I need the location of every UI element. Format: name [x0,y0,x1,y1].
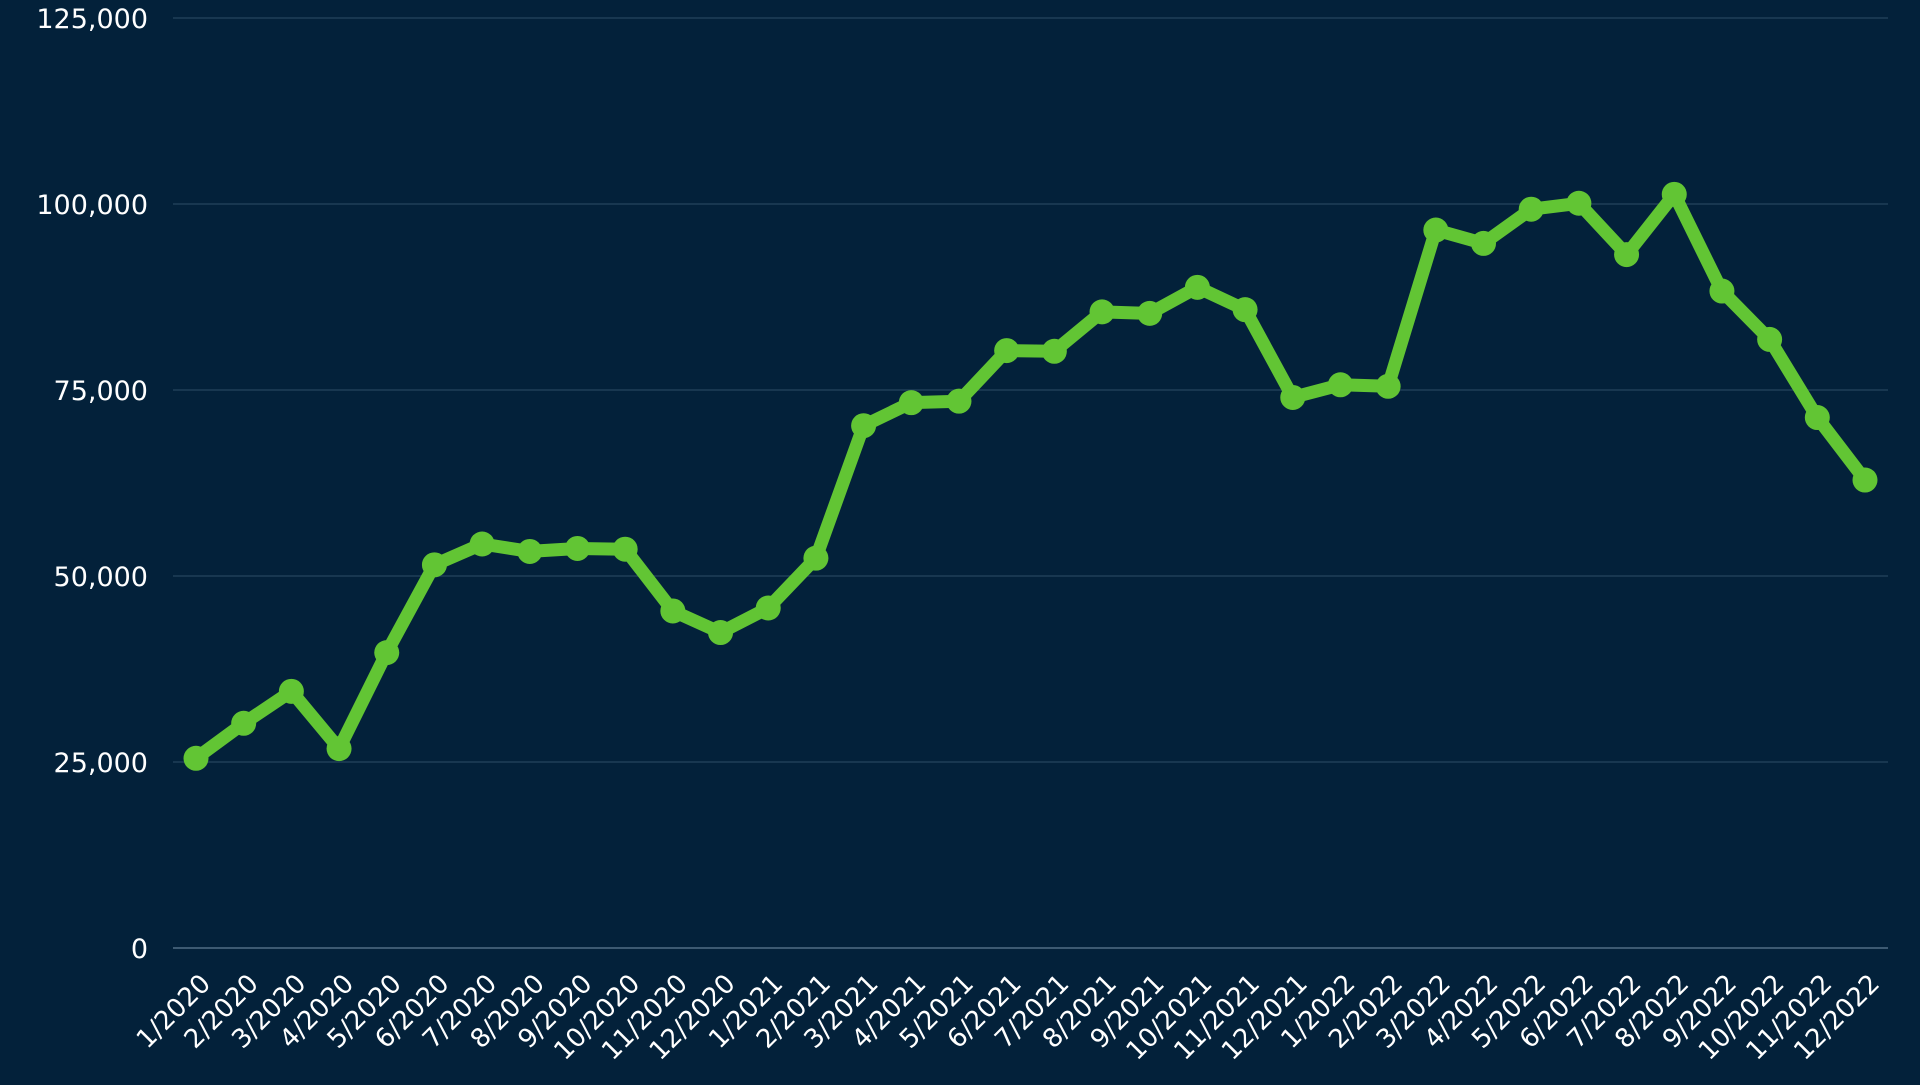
data-point [564,535,590,561]
data-point [612,536,638,562]
data-point [517,538,543,564]
data-point [278,678,304,704]
data-point [374,640,400,666]
data-point [898,390,924,416]
data-point [1661,181,1687,207]
data-point [1041,338,1067,364]
data-point [708,620,734,646]
data-point [994,338,1020,364]
y-tick-label: 0 [131,934,148,965]
data-point [183,745,209,771]
data-point [803,545,829,571]
data-point [1089,299,1115,325]
series-line-group [189,187,1872,765]
data-point [755,595,781,621]
data-point [469,531,495,557]
data-point [1709,278,1735,304]
data-point [1375,373,1401,399]
data-point [1423,217,1449,243]
y-tick-label: 25,000 [54,748,148,779]
grid-lines [173,17,1888,949]
data-point [1852,467,1878,493]
data-point [231,710,257,736]
x-axis-tick-labels: 1/20202/20203/20204/20205/20206/20207/20… [131,969,1886,1067]
data-point [1614,242,1640,268]
data-point [421,552,447,578]
data-point [1471,230,1497,256]
data-point [851,413,877,439]
data-point [1518,196,1544,222]
data-point [1232,297,1258,323]
data-points [183,181,1878,771]
data-point [1280,384,1306,410]
data-point [326,736,352,762]
y-tick-label: 100,000 [36,190,148,221]
y-axis-tick-labels: 0 25,000 50,000 75,000 100,000 125,000 [36,4,148,965]
data-point [1804,405,1830,431]
data-point [946,388,972,414]
data-point [660,598,686,624]
data-point [1327,372,1353,398]
y-tick-label: 75,000 [54,376,148,407]
y-tick-label: 125,000 [36,4,148,35]
data-point [1757,326,1783,352]
data-point [1137,300,1163,326]
y-tick-label: 50,000 [54,562,148,593]
data-point [1184,274,1210,300]
series-line [189,187,1872,765]
data-point [1566,190,1592,216]
